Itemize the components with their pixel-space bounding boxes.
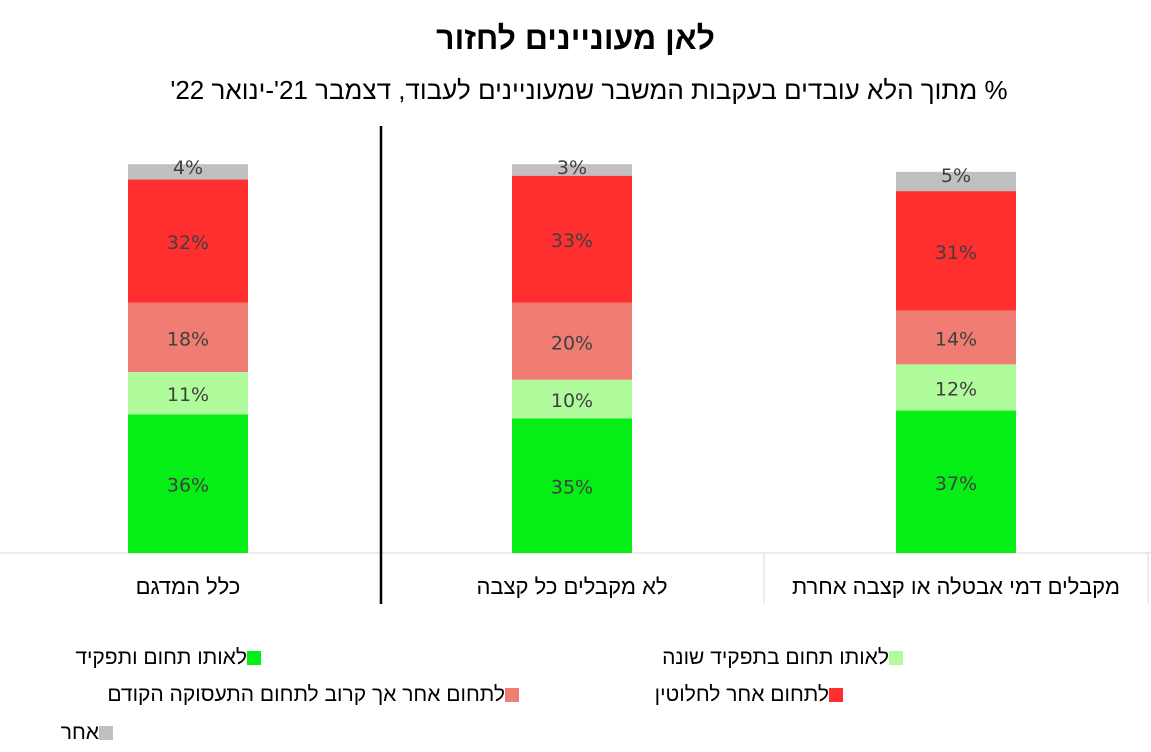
data-label: 11% [167,384,209,406]
legend-item-same-field-same-role: לאותו תחום ותפקיד [75,646,269,670]
bar-segment [128,164,248,180]
chart-title: לאן מעוניינים לחזור [436,20,715,56]
bar-segment [128,302,248,373]
category-label: מקבלים דמי אבטלה או קצבה אחרת [792,574,1120,599]
data-label: 31% [935,242,977,264]
bar-segment [896,191,1016,311]
data-label: 36% [167,475,209,497]
legend-swatch-light-green [889,651,903,665]
data-label: 33% [551,230,593,252]
chart-subtitle: % מתוך הלא עובדים בעקבות המשבר שמעונייני… [170,75,1008,105]
data-label: 37% [935,473,977,495]
legend-swatch-green [247,651,261,665]
legend-swatch-gray [99,726,113,740]
legend-label: אחר [60,721,99,744]
data-label: 10% [551,390,593,412]
bar-segment [512,302,632,380]
bar-segment [512,379,632,419]
category-label: כלל המדגם [136,574,241,599]
bar-segment [896,410,1016,553]
legend-label: לאותו תחום בתפקיד שונה [662,646,889,669]
bar-segment [512,418,632,553]
legend-item-other: אחר [61,721,121,745]
legend-item-different-field: לתחום אחר לחלוטין [655,683,851,707]
data-label: 20% [551,332,593,354]
legend-item-same-field-different-role: לאותו תחום בתפקיד שונה [662,646,911,670]
bar-segment [128,414,248,553]
legend-label: לתחום אחר לחלוטין [654,683,829,706]
data-label: 35% [551,477,593,499]
bar-segment [128,372,248,415]
data-label: 3% [557,157,587,179]
category-label: לא מקבלים כל קצבה [476,574,667,599]
data-label: 12% [935,378,977,400]
bar-segment [128,179,248,303]
bar-segment [896,364,1016,411]
data-label: 32% [167,232,209,254]
bar-segment [896,310,1016,365]
legend-label: לתחום אחר אך קרוב לתחום התעסוקה הקודם [107,683,505,706]
legend-label: לאותו תחום ותפקיד [75,646,247,669]
bar-segment [512,164,632,176]
data-label: 18% [167,328,209,350]
data-label: 5% [941,165,971,187]
data-label: 14% [935,328,977,350]
legend-swatch-salmon [505,688,519,702]
data-label: 4% [173,157,203,179]
legend-item-related-field: לתחום אחר אך קרוב לתחום התעסוקה הקודם [107,683,527,707]
bar-segment [896,171,1016,192]
legend-swatch-red [829,688,843,702]
bar-segment [512,175,632,303]
